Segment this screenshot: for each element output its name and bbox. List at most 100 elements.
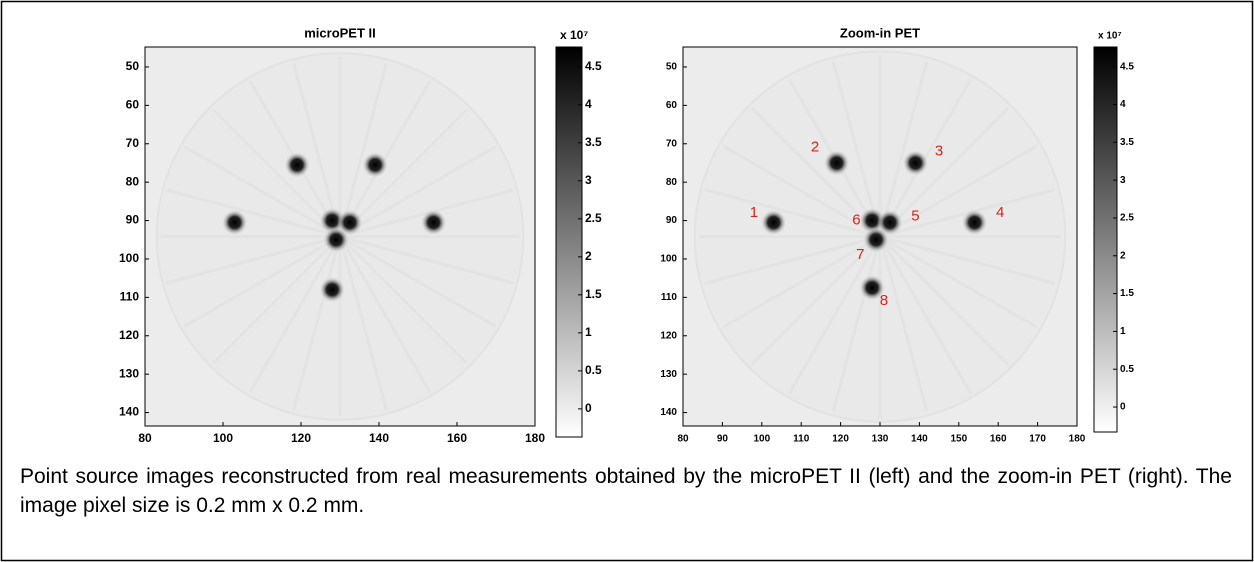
streak <box>879 235 1056 285</box>
point-source <box>284 151 311 178</box>
streak <box>704 188 881 238</box>
y-tick-label: 130 <box>119 366 139 380</box>
colorbar-tick-label: 0 <box>585 401 592 415</box>
source-label: 4 <box>996 204 1004 221</box>
y-tick-label: 60 <box>666 100 678 111</box>
caption: Point source images reconstructed from r… <box>20 465 1232 517</box>
colorbar-tick-label: 0.5 <box>1120 364 1134 375</box>
x-tick-label: 120 <box>832 434 849 445</box>
point-source <box>323 226 350 253</box>
y-tick-label: 90 <box>126 213 140 227</box>
y-tick-label: 60 <box>126 98 140 112</box>
axes-box <box>144 46 536 427</box>
x-tick-label: 180 <box>525 431 545 445</box>
streak <box>878 107 1010 238</box>
streak <box>292 236 342 411</box>
source-label: 3 <box>935 142 943 159</box>
streak <box>166 188 341 238</box>
y-tick-label: 110 <box>661 292 678 303</box>
streak <box>878 236 929 412</box>
x-tick-label: 150 <box>950 434 967 445</box>
x-tick-label: 90 <box>717 434 729 445</box>
y-tick-label: 140 <box>119 405 139 419</box>
y-tick-label: 110 <box>120 290 140 304</box>
colorbar <box>555 46 583 438</box>
streak <box>212 108 342 238</box>
colorbar-tick-label: 2.5 <box>585 211 602 225</box>
streak <box>338 236 388 411</box>
y-tick-label: 140 <box>660 407 677 418</box>
y-tick-label: 100 <box>119 251 139 265</box>
x-tick-label: 100 <box>213 431 233 445</box>
y-tick-label: 50 <box>126 59 140 73</box>
point-source <box>760 209 787 236</box>
point-source <box>902 149 929 176</box>
colorbar <box>1093 46 1118 433</box>
streak <box>878 235 972 395</box>
point-source <box>961 209 988 236</box>
y-tick-label: 80 <box>666 177 678 188</box>
colorbar-multiplier: x 10⁷ <box>560 28 588 42</box>
x-tick-label: 160 <box>447 431 467 445</box>
streak <box>878 61 929 237</box>
streak <box>183 145 341 238</box>
point-source <box>221 209 248 236</box>
streak <box>722 235 881 329</box>
x-tick-label: 120 <box>291 431 311 445</box>
colorbar-tick-label: 2 <box>585 249 592 263</box>
y-tick-label: 130 <box>660 369 677 380</box>
colorbar-tick-label: 0 <box>1120 402 1126 413</box>
x-tick-label: 170 <box>1029 434 1046 445</box>
streak <box>879 144 1038 238</box>
streak <box>788 235 882 395</box>
point-source <box>876 209 903 236</box>
y-tick-label: 80 <box>126 174 140 188</box>
point-source <box>823 149 850 176</box>
x-tick-label: 80 <box>138 431 152 445</box>
x-tick-label: 130 <box>872 434 889 445</box>
streak <box>831 236 882 412</box>
source-label: 1 <box>750 204 758 221</box>
y-tick-label: 70 <box>126 136 140 150</box>
source-label: 7 <box>856 246 864 263</box>
panel-title: Zoom-in PET <box>840 25 920 40</box>
colorbar-tick-label: 1.5 <box>585 287 602 301</box>
x-tick-label: 160 <box>990 434 1007 445</box>
panel-title: microPET II <box>304 25 376 40</box>
streak <box>338 108 468 238</box>
point-source <box>859 274 886 301</box>
x-tick-label: 140 <box>369 431 389 445</box>
colorbar-tick-label: 3 <box>585 173 592 187</box>
point-source <box>863 226 890 253</box>
colorbar-multiplier: x 10⁷ <box>1098 31 1122 42</box>
colorbar-tick-label: 1 <box>585 325 592 339</box>
streak <box>878 235 1010 366</box>
colorbar-tick-label: 2 <box>1120 250 1126 261</box>
colorbar-tick-label: 0.5 <box>585 363 602 377</box>
streak <box>831 61 882 237</box>
colorbar-tick-label: 4 <box>585 97 592 111</box>
colorbar-tick-label: 3.5 <box>585 135 602 149</box>
y-tick-label: 100 <box>660 254 677 265</box>
x-tick-label: 80 <box>677 434 689 445</box>
streak <box>212 235 342 365</box>
point-source <box>319 276 346 303</box>
x-tick-label: 140 <box>911 434 928 445</box>
streak <box>704 235 881 285</box>
streak <box>879 235 1038 329</box>
colorbar-tick-label: 3.5 <box>1120 137 1134 148</box>
colorbar-tick-label: 3 <box>1120 175 1126 186</box>
streak <box>750 107 882 238</box>
streak <box>166 235 341 285</box>
colorbar-tick-label: 4.5 <box>1120 61 1134 72</box>
y-tick-label: 50 <box>666 62 678 73</box>
y-tick-label: 90 <box>666 215 678 226</box>
point-source <box>420 209 447 236</box>
source-label: 6 <box>852 212 860 229</box>
colorbar-tick-label: 1 <box>1120 326 1126 337</box>
streak <box>722 144 881 238</box>
x-tick-label: 100 <box>753 434 770 445</box>
